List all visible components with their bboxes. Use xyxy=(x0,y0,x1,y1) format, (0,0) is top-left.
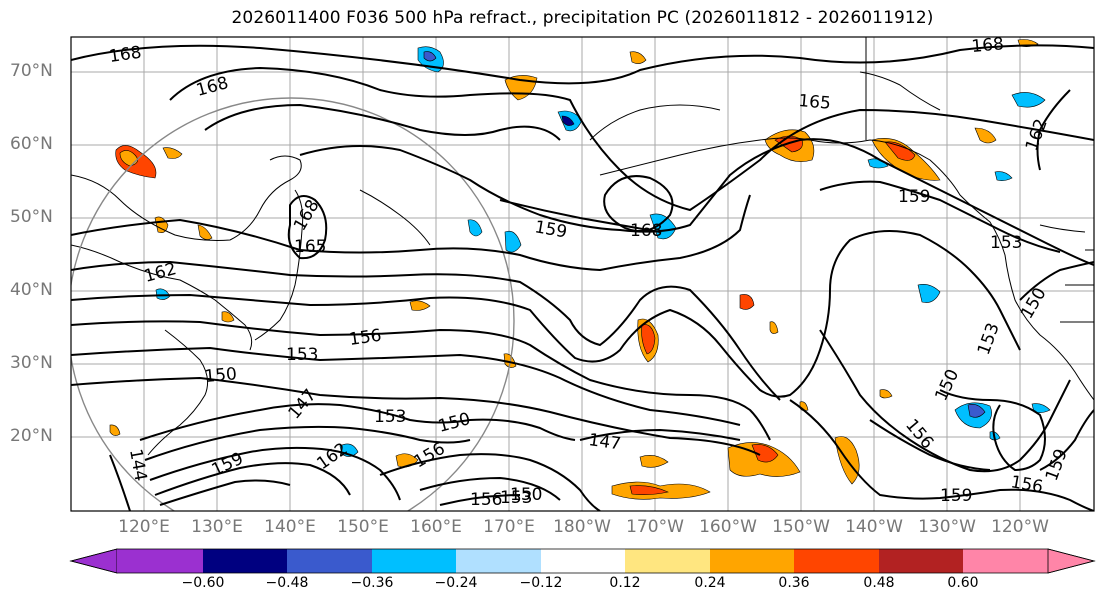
lon-label: 160°E xyxy=(410,517,462,537)
colorbar-tick-label: −0.24 xyxy=(434,575,478,591)
colorbar-tick-label: 0.12 xyxy=(609,575,641,591)
contour-label: 150 xyxy=(204,364,238,387)
colorbar-tick-label: −0.48 xyxy=(265,575,309,591)
contours xyxy=(71,44,1094,511)
lon-label: 140°W xyxy=(845,517,903,537)
contour-label: 153 xyxy=(374,407,406,427)
contour-label: 168 xyxy=(108,43,143,67)
colorbar-bin xyxy=(117,549,203,573)
colorbar-bin xyxy=(203,549,287,573)
contour-label: 153 xyxy=(990,233,1022,253)
lat-label: 40°N xyxy=(10,280,53,300)
lon-label: 170°E xyxy=(483,517,535,537)
contour-label: 156 xyxy=(470,490,502,510)
contour-label: 165 xyxy=(798,91,832,114)
colorbar-tick-label: −0.12 xyxy=(519,575,563,591)
lon-label: 170°W xyxy=(626,517,684,537)
lon-label: 120°W xyxy=(991,517,1049,537)
colorbar-bin xyxy=(456,549,541,573)
colorbar-tick-label: 0.60 xyxy=(947,575,979,591)
colorbar-bin xyxy=(541,549,625,573)
lat-label: 70°N xyxy=(10,61,53,81)
contour-label: 168 xyxy=(971,34,1005,57)
map-frame xyxy=(70,36,1095,512)
precip-patches xyxy=(109,39,1051,500)
colorbar-extend-low xyxy=(69,548,118,574)
lon-label: 180°W xyxy=(553,517,611,537)
colorbar-bin xyxy=(879,549,963,573)
colorbar-tick-label: 0.24 xyxy=(694,575,726,591)
contour-label: 168 xyxy=(630,221,662,241)
colorbar-tick-label: 0.36 xyxy=(778,575,810,591)
lon-label: 150°W xyxy=(772,517,830,537)
colorbar-bin xyxy=(963,549,1048,573)
contour-label: 159 xyxy=(898,187,930,207)
colorbar-bin xyxy=(794,549,879,573)
contour-label: 159 xyxy=(940,486,972,506)
contour-label: 147 xyxy=(587,430,622,454)
lon-label: 160°W xyxy=(699,517,757,537)
lat-label: 20°N xyxy=(10,426,53,446)
contour-label: 153 xyxy=(500,488,532,508)
lon-label: 150°E xyxy=(337,517,389,537)
contour-label: 150 xyxy=(510,485,542,505)
colorbar-bin xyxy=(710,549,794,573)
lon-label: 130°W xyxy=(918,517,976,537)
colorbar-tick-label: −0.60 xyxy=(181,575,225,591)
range-circle xyxy=(71,97,515,511)
lon-label: 140°E xyxy=(264,517,316,537)
lat-label: 50°N xyxy=(10,207,53,227)
colorbar xyxy=(69,548,1096,574)
colorbar-bin xyxy=(287,549,372,573)
contour-label: 165 xyxy=(294,237,326,257)
lat-label: 30°N xyxy=(10,353,53,373)
colorbar-extend-high xyxy=(1047,548,1096,574)
contour-label: 153 xyxy=(286,345,318,365)
colorbar-bin xyxy=(372,549,456,573)
map-title: 2026011400 F036 500 hPa refract., precip… xyxy=(231,8,934,28)
contour-label: 156 xyxy=(348,326,383,350)
colorbar-tick-label: 0.48 xyxy=(863,575,895,591)
colorbar-bin xyxy=(625,549,710,573)
lat-label: 60°N xyxy=(10,134,53,154)
lon-label: 130°E xyxy=(191,517,243,537)
lon-label: 120°E xyxy=(118,517,170,537)
colorbar-tick-label: −0.36 xyxy=(350,575,394,591)
